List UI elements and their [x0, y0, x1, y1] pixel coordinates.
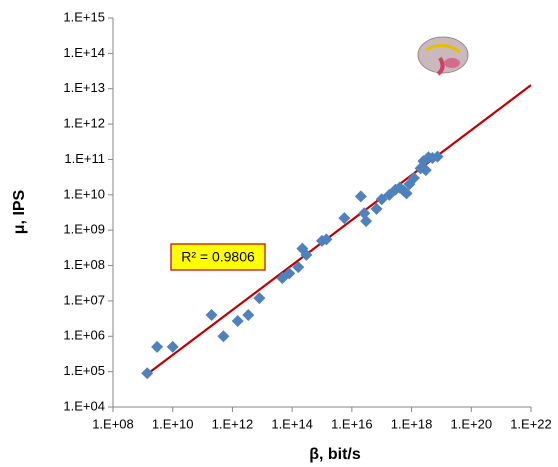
- y-axis-label: μ, IPS: [11, 189, 28, 234]
- x-tick-label: 1.E+22: [510, 416, 552, 431]
- point: [217, 330, 229, 342]
- x-tick-label: 1.E+16: [331, 416, 373, 431]
- point: [355, 190, 367, 202]
- y-tick-label: 1.E+14: [63, 45, 105, 60]
- y-tick-label: 1.E+10: [63, 186, 105, 201]
- y-tick-label: 1.E+08: [63, 257, 105, 272]
- x-tick-label: 1.E+08: [92, 416, 134, 431]
- y-tick-label: 1.E+06: [63, 328, 105, 343]
- y-tick-label: 1.E+07: [63, 292, 105, 307]
- point: [141, 367, 153, 379]
- brain-icon: [418, 37, 468, 74]
- x-tick-label: 1.E+20: [450, 416, 492, 431]
- y-tick-label: 1.E+13: [63, 80, 105, 95]
- point: [151, 341, 163, 353]
- point: [242, 309, 254, 321]
- point: [232, 315, 244, 327]
- x-tick-label: 1.E+14: [271, 416, 313, 431]
- y-tick-label: 1.E+11: [64, 151, 105, 166]
- y-tick-label: 1.E+15: [63, 9, 105, 24]
- x-tick-label: 1.E+18: [391, 416, 433, 431]
- y-tick-label: 1.E+05: [63, 363, 105, 378]
- trendline: [147, 85, 531, 374]
- annotation: R² = 0.9806: [181, 249, 255, 265]
- x-tick-label: 1.E+10: [152, 416, 194, 431]
- x-axis-label: β, bit/s: [309, 446, 361, 463]
- x-tick-label: 1.E+12: [212, 416, 254, 431]
- chart: β, bit/s μ, IPS 1.E+04 1.E+05 1.E+06 1.E+07…: [0, 0, 558, 467]
- y-tick-label: 1.E+09: [63, 222, 105, 237]
- point: [206, 309, 218, 321]
- y-tick-label: 1.E+12: [63, 116, 105, 131]
- y-tick-label: 1.E+04: [63, 398, 105, 413]
